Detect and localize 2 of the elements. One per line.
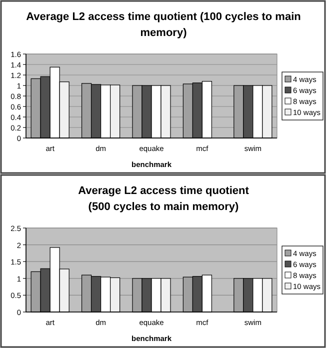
chart-title: Average L2 access time quotient (500 cycles to main memory) xyxy=(78,185,250,213)
chart-title: Average L2 access time quotient (100 cycles to main memory) xyxy=(26,11,302,39)
